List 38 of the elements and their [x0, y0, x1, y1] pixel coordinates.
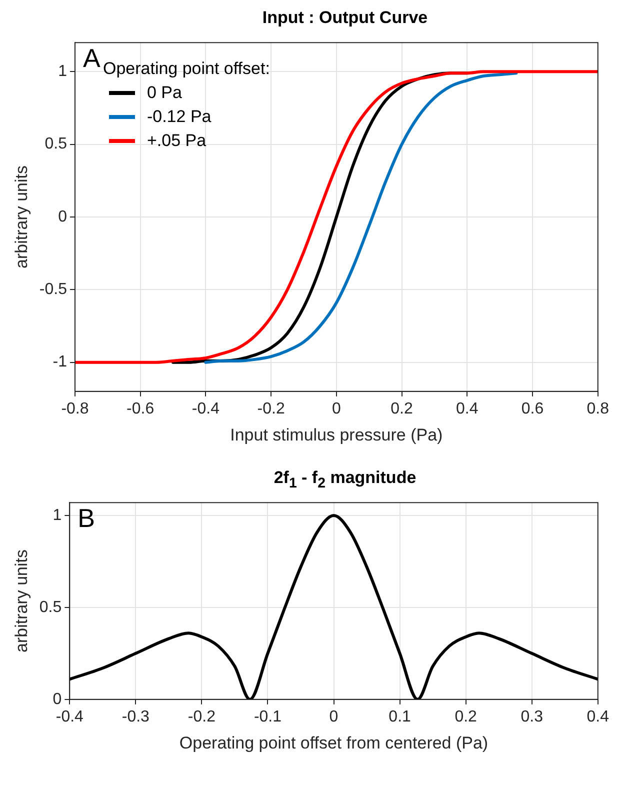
y-axis-title: arbitrary units	[12, 166, 31, 268]
x-tick-label: -0.8	[61, 400, 89, 418]
x-tick-label: 0.8	[586, 400, 610, 418]
x-tick-label: -0.3	[122, 708, 150, 726]
x-tick-label: 0.6	[521, 400, 544, 418]
chart-title: 2f$_{1}$ - f$_{2}$ magnitude	[272, 468, 418, 492]
x-tick-label: 0.4	[456, 400, 478, 418]
legend-label: +.05 Pa	[146, 130, 206, 152]
y-tick-label: -0.5	[39, 281, 68, 298]
x-axis-title: Input stimulus pressure (Pa)	[230, 425, 443, 444]
y-tick-label: 0	[52, 690, 62, 708]
y-tick-label: 0.5	[44, 136, 68, 153]
x-axis-title: Operating point offset from centered (Pa)	[179, 733, 488, 752]
x-tick-label: -0.6	[126, 400, 154, 418]
y-axis-title: arbitrary units	[12, 550, 31, 652]
chart-title: Input : Output Curve	[261, 8, 429, 29]
x-tick-label: 0.2	[390, 400, 414, 418]
x-tick-label: -0.1	[254, 708, 282, 726]
x-tick-label: 0	[332, 400, 341, 418]
x-tick-label: 0.2	[454, 708, 478, 726]
y-tick-label: 0.5	[39, 598, 62, 616]
legend-title: Operating point offset:	[102, 58, 270, 80]
x-tick-label: 0.1	[388, 708, 412, 726]
legend-label: 0 Pa	[146, 82, 182, 104]
x-tick-label: 0.4	[586, 708, 610, 726]
annotation: A	[82, 42, 101, 73]
x-tick-label: 0	[329, 708, 338, 726]
x-tick-label: -0.2	[188, 708, 216, 726]
annotation: B	[78, 502, 95, 533]
x-tick-label: 0.3	[520, 708, 544, 726]
legend-label: -0.12 Pa	[146, 106, 212, 128]
x-tick-label: -0.2	[257, 400, 285, 418]
y-tick-label: -1	[52, 354, 68, 371]
x-tick-label: -0.4	[192, 400, 220, 418]
y-tick-label: 1	[58, 63, 68, 80]
y-tick-label: 0	[58, 208, 68, 226]
x-tick-label: -0.4	[56, 708, 84, 726]
y-tick-label: 1	[52, 506, 62, 524]
